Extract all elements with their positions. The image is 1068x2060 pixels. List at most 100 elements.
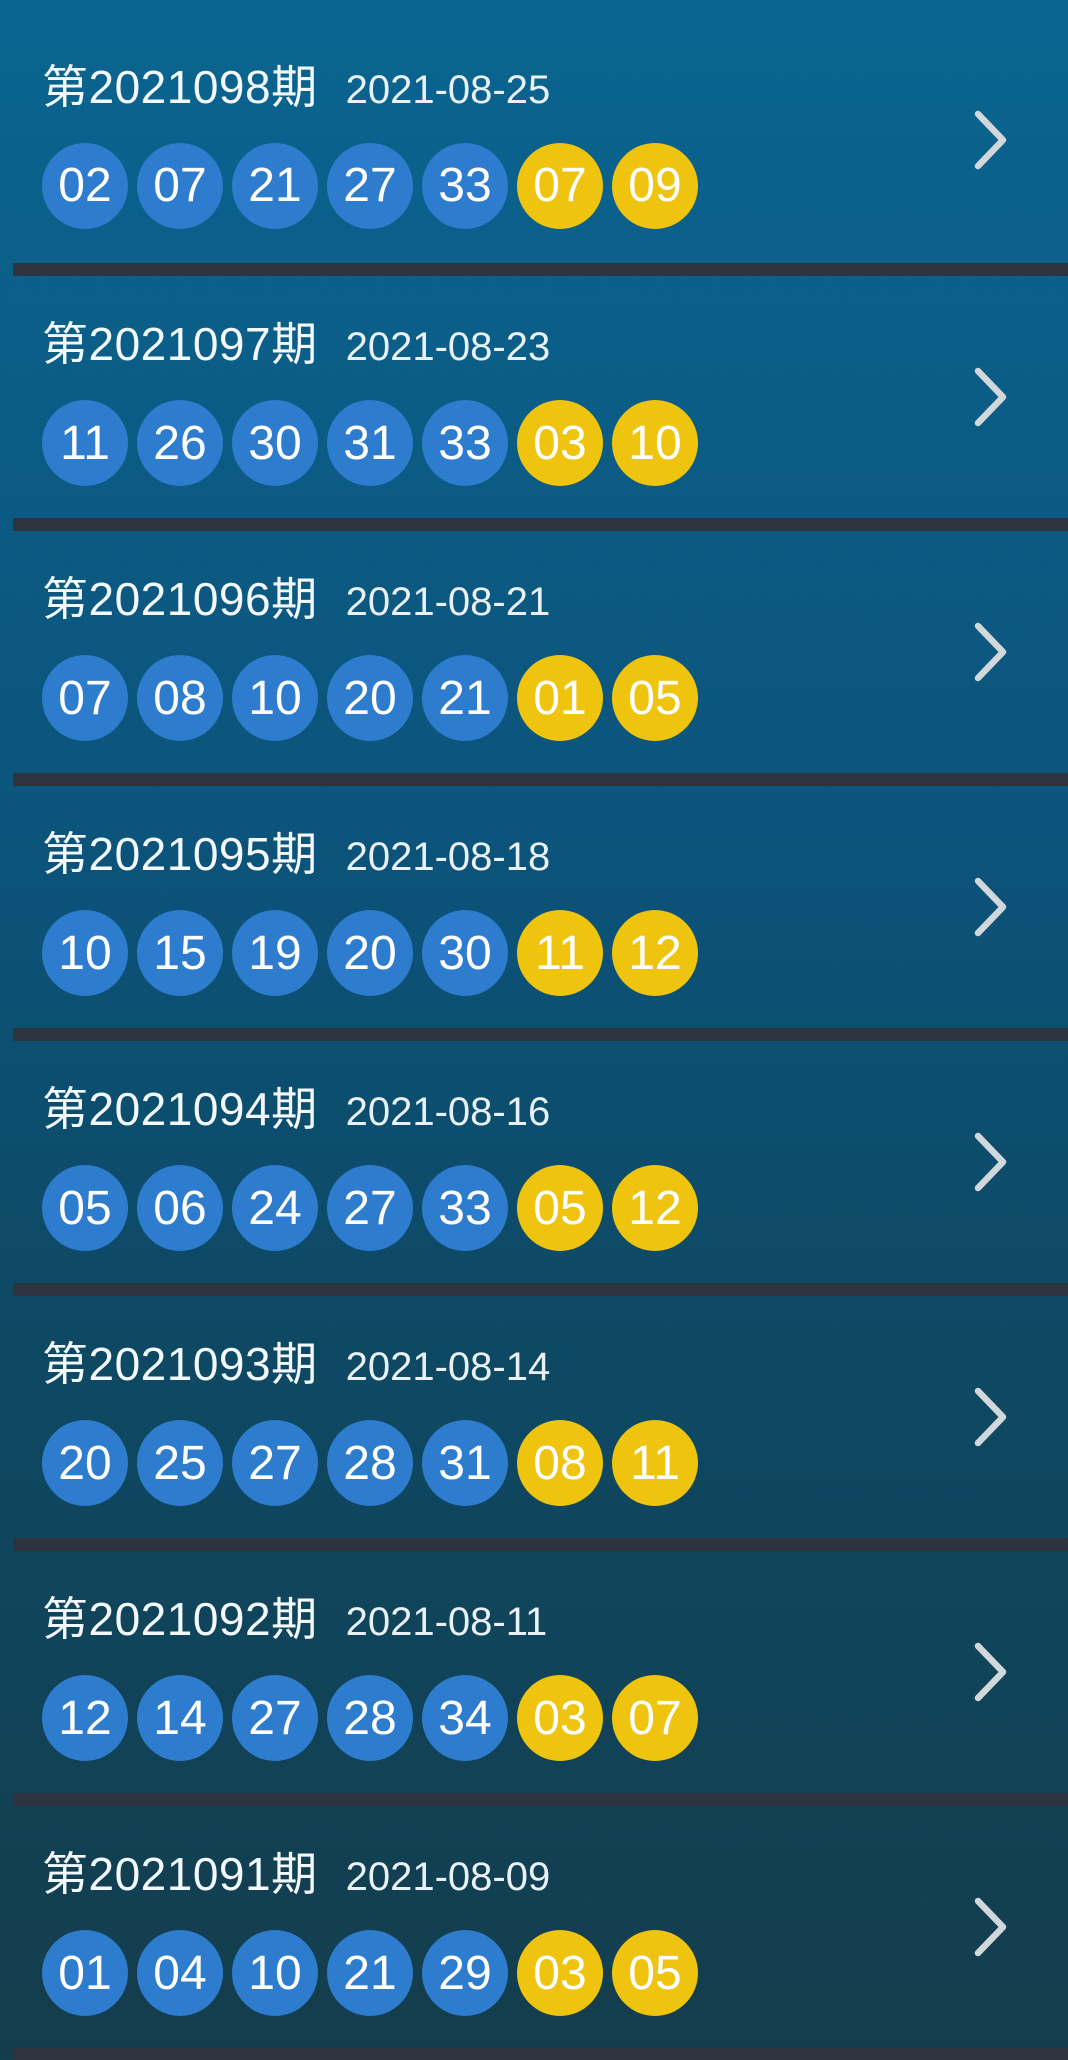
draw-issue-label: 第2021098期 [42,60,318,113]
draw-info: 第2021091期 2021-08-09 01 04 10 21 29 03 05 [0,1838,974,2016]
ball-row: 12 14 27 28 34 03 07 [42,1675,974,1761]
draw-result-item[interactable]: 第2021095期 2021-08-18 10 15 19 20 30 11 12 [0,786,1068,1041]
draw-header: 第2021098期 2021-08-25 [42,51,974,117]
front-zone-ball: 30 [422,910,508,996]
chevron-right-icon[interactable] [974,876,1008,938]
ball-row: 02 07 21 27 33 07 09 [42,142,974,229]
row-divider [13,2048,1068,2060]
draw-date-label: 2021-08-09 [345,1855,551,1899]
draw-date-label: 2021-08-25 [345,67,551,112]
front-zone-ball: 33 [422,142,508,229]
draw-result-content: 第2021095期 2021-08-18 10 15 19 20 30 11 12 [0,786,1068,1028]
front-zone-ball: 20 [327,655,413,741]
draw-issue-label: 第2021092期 [42,1593,318,1645]
chevron-right-icon[interactable] [974,366,1008,428]
back-zone-ball: 05 [612,655,698,741]
front-zone-ball: 19 [232,910,318,996]
draw-result-content: 第2021098期 2021-08-25 02 07 21 27 33 07 09 [0,0,1068,263]
row-divider [13,263,1068,276]
front-zone-ball: 28 [327,1675,413,1761]
ball-row: 07 08 10 20 21 01 05 [42,655,974,741]
ball-row: 11 26 30 31 33 03 10 [42,400,974,486]
draw-result-item[interactable]: 第2021098期 2021-08-25 02 07 21 27 33 07 09 [0,0,1068,276]
draw-header: 第2021092期 2021-08-11 [42,1583,974,1649]
front-zone-ball: 08 [137,655,223,741]
draw-result-item[interactable]: 第2021097期 2021-08-23 11 26 30 31 33 03 10 [0,276,1068,531]
back-zone-ball: 07 [517,142,603,229]
draw-info: 第2021093期 2021-08-14 20 25 27 28 31 08 11 [0,1328,974,1506]
front-zone-ball: 10 [232,655,318,741]
front-zone-ball: 27 [327,142,413,229]
draw-date-label: 2021-08-16 [345,1090,551,1134]
back-zone-ball: 12 [612,910,698,996]
back-zone-ball: 03 [517,1930,603,2016]
draw-date-label: 2021-08-23 [345,325,551,369]
draw-date-label: 2021-08-18 [345,835,551,879]
row-divider [13,773,1068,786]
front-zone-ball: 14 [137,1675,223,1761]
front-zone-ball: 02 [42,142,128,229]
draw-date-label: 2021-08-21 [345,580,551,624]
front-zone-ball: 30 [232,400,318,486]
chevron-right-icon[interactable] [974,1896,1008,1958]
back-zone-ball: 11 [612,1420,698,1506]
draw-issue-label: 第2021096期 [42,573,318,625]
ball-row: 01 04 10 21 29 03 05 [42,1930,974,2016]
front-zone-ball: 27 [232,1675,318,1761]
row-divider [13,1538,1068,1551]
front-zone-ball: 05 [42,1165,128,1251]
front-zone-ball: 21 [232,142,318,229]
draw-info: 第2021096期 2021-08-21 07 08 10 20 21 01 05 [0,563,974,741]
draw-result-content: 第2021097期 2021-08-23 11 26 30 31 33 03 10 [0,276,1068,518]
front-zone-ball: 20 [327,910,413,996]
draw-issue-label: 第2021093期 [42,1338,318,1390]
draw-info: 第2021094期 2021-08-16 05 06 24 27 33 05 12 [0,1073,974,1251]
draw-date-label: 2021-08-14 [345,1345,551,1389]
chevron-right-icon[interactable] [974,109,1008,171]
draw-issue-label: 第2021097期 [42,318,318,370]
front-zone-ball: 21 [327,1930,413,2016]
draw-result-item[interactable]: 第2021093期 2021-08-14 20 25 27 28 31 08 11 [0,1296,1068,1551]
back-zone-ball: 07 [612,1675,698,1761]
front-zone-ball: 12 [42,1675,128,1761]
draw-result-content: 第2021092期 2021-08-11 12 14 27 28 34 03 07 [0,1551,1068,1793]
front-zone-ball: 33 [422,400,508,486]
draw-header: 第2021097期 2021-08-23 [42,308,974,374]
draw-result-item[interactable]: 第2021096期 2021-08-21 07 08 10 20 21 01 05 [0,531,1068,786]
front-zone-ball: 10 [232,1930,318,2016]
chevron-right-icon[interactable] [974,1386,1008,1448]
draw-issue-label: 第2021094期 [42,1083,318,1135]
back-zone-ball: 10 [612,400,698,486]
front-zone-ball: 27 [327,1165,413,1251]
front-zone-ball: 24 [232,1165,318,1251]
front-zone-ball: 07 [42,655,128,741]
draw-header: 第2021093期 2021-08-14 [42,1328,974,1394]
front-zone-ball: 31 [422,1420,508,1506]
chevron-right-icon[interactable] [974,1131,1008,1193]
front-zone-ball: 33 [422,1165,508,1251]
draw-info: 第2021098期 2021-08-25 02 07 21 27 33 07 09 [0,51,974,229]
draw-result-item[interactable]: 第2021092期 2021-08-11 12 14 27 28 34 03 07 [0,1551,1068,1806]
ball-row: 10 15 19 20 30 11 12 [42,910,974,996]
back-zone-ball: 11 [517,910,603,996]
back-zone-ball: 09 [612,142,698,229]
chevron-right-icon[interactable] [974,621,1008,683]
draw-info: 第2021095期 2021-08-18 10 15 19 20 30 11 12 [0,818,974,996]
draw-result-item[interactable]: 第2021094期 2021-08-16 05 06 24 27 33 05 12 [0,1041,1068,1296]
front-zone-ball: 15 [137,910,223,996]
chevron-right-icon[interactable] [974,1641,1008,1703]
draw-header: 第2021091期 2021-08-09 [42,1838,974,1904]
draw-result-content: 第2021093期 2021-08-14 20 25 27 28 31 08 11 [0,1296,1068,1538]
draw-result-content: 第2021091期 2021-08-09 01 04 10 21 29 03 05 [0,1806,1068,2048]
front-zone-ball: 26 [137,400,223,486]
front-zone-ball: 01 [42,1930,128,2016]
back-zone-ball: 08 [517,1420,603,1506]
back-zone-ball: 12 [612,1165,698,1251]
front-zone-ball: 06 [137,1165,223,1251]
draw-info: 第2021097期 2021-08-23 11 26 30 31 33 03 10 [0,308,974,486]
draw-result-item[interactable]: 第2021091期 2021-08-09 01 04 10 21 29 03 05 [0,1806,1068,2060]
ball-row: 20 25 27 28 31 08 11 [42,1420,974,1506]
front-zone-ball: 29 [422,1930,508,2016]
row-divider [13,1028,1068,1041]
